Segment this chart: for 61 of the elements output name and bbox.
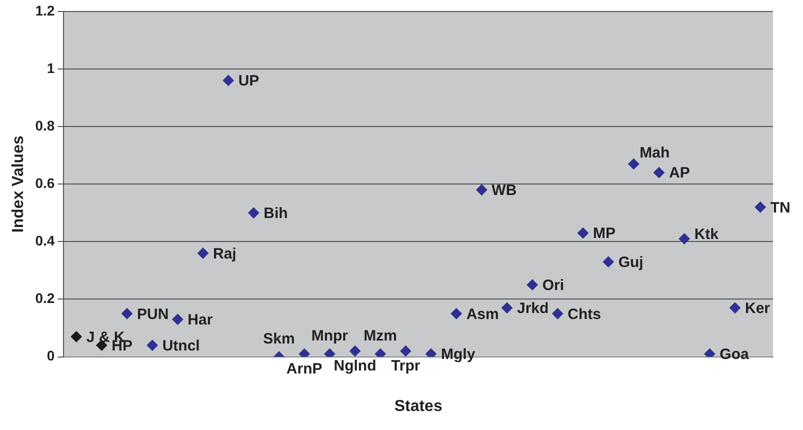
point <box>602 256 614 268</box>
point <box>678 233 690 244</box>
point <box>349 346 360 357</box>
point <box>146 340 158 351</box>
point <box>730 302 740 314</box>
data-label: Ker <box>745 300 770 318</box>
data-label: Ori <box>542 276 564 294</box>
data-label: Nglnd <box>334 358 376 375</box>
data-label: TN <box>770 199 790 216</box>
point <box>754 202 766 213</box>
y-tick-label: 0.8 <box>35 117 55 134</box>
data-label: Guj <box>618 254 644 271</box>
data-label: Mgly <box>441 346 476 364</box>
data-label: MP <box>593 225 616 242</box>
data-label: Goa <box>720 346 750 364</box>
data-label: Asm <box>466 306 499 323</box>
data-label: Skm <box>263 330 295 348</box>
point <box>654 167 664 178</box>
data-label: Bih <box>264 205 288 222</box>
data-label: ArnP <box>286 360 322 378</box>
point <box>628 158 640 170</box>
data-label: WB <box>492 182 517 199</box>
y-tick-label: 0.2 <box>35 290 55 306</box>
data-label: Ktk <box>694 226 720 243</box>
y-tick-label: 0.6 <box>35 174 55 191</box>
point <box>476 184 488 196</box>
data-label: Jrkd <box>517 300 549 318</box>
point <box>704 348 716 357</box>
data-label: Chts <box>568 306 602 323</box>
point <box>172 314 184 325</box>
point <box>552 308 564 320</box>
point <box>121 308 132 320</box>
point <box>222 74 234 86</box>
point <box>502 302 512 314</box>
point <box>298 348 310 357</box>
data-label: PUN <box>136 306 169 323</box>
data-label: AP <box>669 164 690 182</box>
point <box>374 348 386 357</box>
y-tick-label: 0.4 <box>35 232 55 249</box>
data-label: Mnpr <box>311 328 348 345</box>
x-axis-title: States <box>394 398 442 415</box>
data-label: UP <box>238 72 260 90</box>
point <box>426 348 436 357</box>
y-tick-label: 1 <box>46 60 55 76</box>
y-tick-label: 1.2 <box>35 2 55 18</box>
point <box>578 228 588 239</box>
point <box>400 346 412 357</box>
data-label: Raj <box>212 245 236 262</box>
data-label: Har <box>188 312 213 329</box>
point <box>70 331 82 342</box>
data-label: Mah <box>640 144 670 162</box>
data-label: Trpr <box>391 358 420 375</box>
y-axis-title: Index Values <box>10 136 28 233</box>
point <box>450 308 462 320</box>
point <box>324 348 336 357</box>
data-label: Mzm <box>364 328 398 345</box>
point <box>526 279 538 290</box>
point <box>248 207 260 218</box>
data-label: Utncl <box>162 337 200 354</box>
point <box>197 248 208 259</box>
y-tick-label: 0 <box>46 348 55 364</box>
